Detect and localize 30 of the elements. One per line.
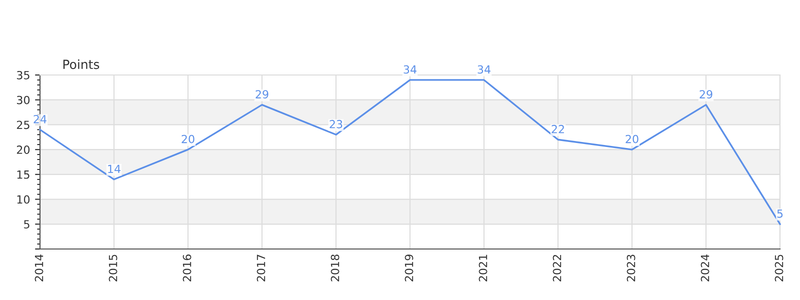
x-tick-label: 2023: [626, 254, 636, 282]
y-axis-title: Points: [63, 59, 100, 70]
data-label: 14: [108, 164, 120, 173]
data-label: 29: [700, 90, 712, 99]
data-label: 29: [256, 90, 268, 99]
data-label: 5: [777, 210, 783, 218]
x-tick-label: 2022: [552, 254, 562, 282]
y-tick-label: 35: [16, 70, 30, 80]
x-tick-label: 2016: [182, 254, 192, 282]
y-tick-label: 10: [17, 195, 30, 204]
x-tick-label: 2019: [404, 254, 414, 282]
x-tick-label: 2017: [256, 254, 266, 282]
data-label: 23: [330, 120, 342, 128]
x-tick-label: 2018: [330, 254, 340, 282]
data-label: 20: [182, 134, 194, 144]
data-label: 34: [478, 65, 490, 74]
y-tick-label: 15: [17, 170, 30, 179]
x-tick-label: 2014: [34, 254, 44, 282]
y-tick-label: 25: [16, 120, 30, 130]
x-tick-label: 2025: [774, 254, 784, 282]
y-tick-label: 5: [24, 220, 30, 229]
data-label: 22: [552, 124, 564, 134]
x-tick-label: 2015: [108, 254, 118, 282]
y-tick-label: 30: [16, 96, 30, 104]
x-tick-label: 2024: [700, 254, 710, 282]
x-tick-label: 2021: [478, 254, 488, 282]
data-label: 34: [404, 65, 416, 74]
data-label: 20: [626, 134, 638, 144]
data-label: 24: [34, 114, 46, 124]
y-tick-label: 20: [16, 146, 30, 154]
